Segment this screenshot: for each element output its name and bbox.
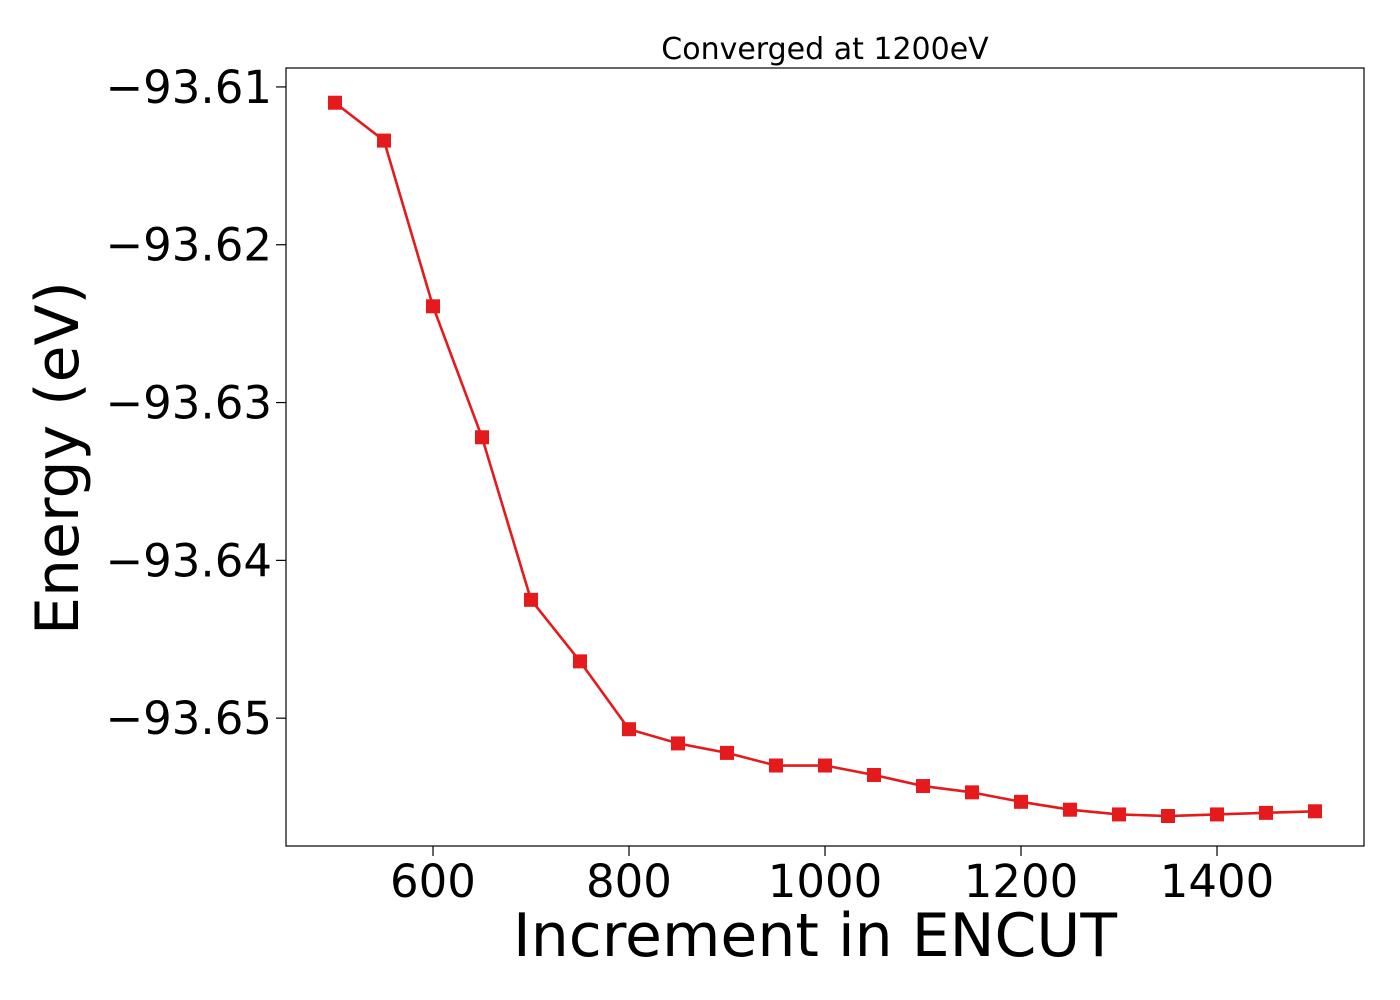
data-point [818, 758, 832, 773]
data-point [1112, 807, 1126, 822]
data-point [622, 722, 636, 737]
y-tick-label: −93.61 [105, 61, 272, 114]
energy-series [328, 95, 1322, 824]
y-tick-label: −93.63 [105, 377, 272, 430]
y-tick-label: −93.65 [105, 692, 272, 745]
data-point [965, 785, 979, 800]
data-point [426, 299, 440, 314]
series-line [334, 101, 1316, 818]
data-point [573, 654, 587, 669]
data-point [769, 758, 783, 773]
data-point [1063, 802, 1077, 817]
x-tick-label: 800 [586, 855, 672, 908]
y-axis-label: Energy (eV) [23, 281, 93, 635]
x-tick-label: 600 [390, 855, 476, 908]
y-tick-label: −93.64 [105, 534, 272, 587]
data-point [1308, 804, 1322, 819]
y-tick-label: −93.62 [105, 219, 272, 272]
data-point [671, 736, 685, 751]
data-point [1161, 809, 1175, 824]
x-tick-label: 1200 [964, 855, 1079, 908]
data-point [720, 745, 734, 760]
x-axis-ticks: 600 800 1000 1200 1400 [390, 846, 1274, 908]
y-axis-ticks: −93.61 −93.62 −93.63 −93.64 −93.65 [105, 61, 286, 745]
data-point [328, 95, 342, 110]
data-point [867, 767, 881, 782]
x-axis-label: Increment in ENCUT [513, 901, 1117, 971]
x-tick-label: 1000 [768, 855, 883, 908]
data-point [1014, 794, 1028, 809]
chart-title: Converged at 1200eV [661, 32, 989, 67]
data-point [475, 430, 489, 445]
x-tick-label: 1400 [1160, 855, 1275, 908]
plot-frame [285, 67, 1365, 847]
data-point [916, 779, 930, 794]
data-point [1259, 805, 1273, 820]
data-point [524, 592, 538, 607]
data-point [1210, 807, 1224, 822]
data-point [377, 133, 391, 148]
